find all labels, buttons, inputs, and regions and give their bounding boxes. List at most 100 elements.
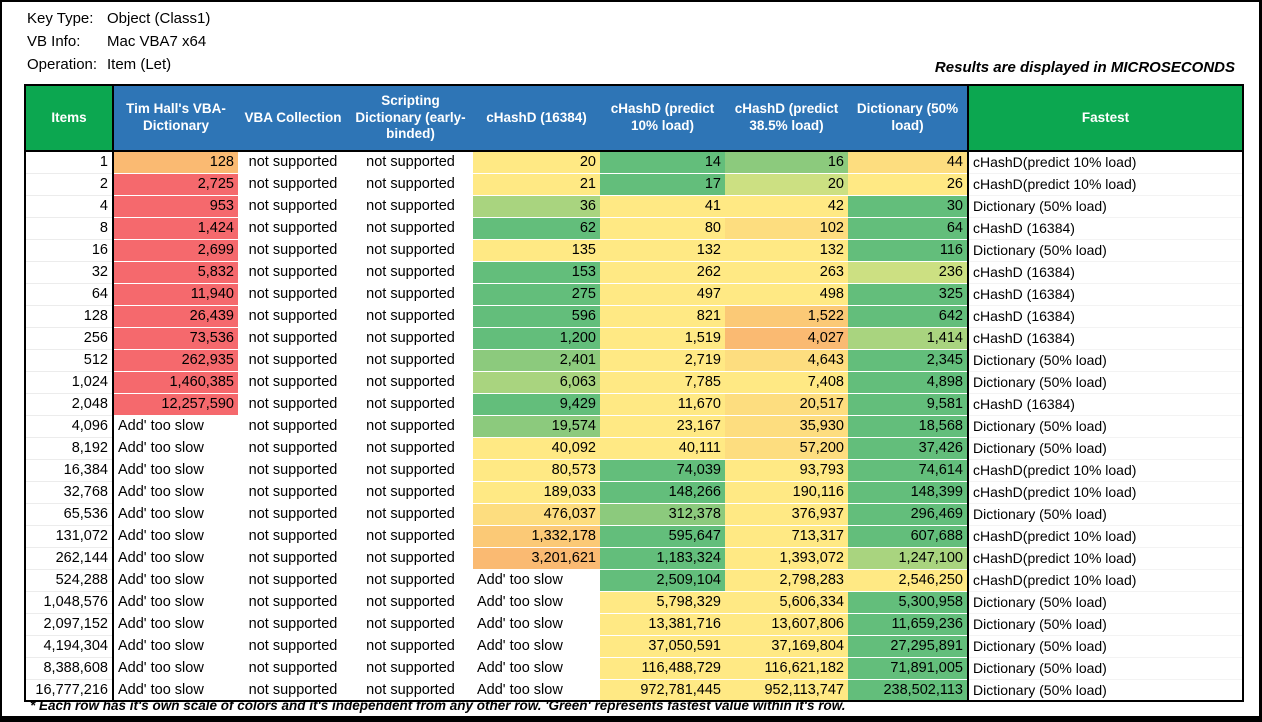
cell-h16: 1,332,178 xyxy=(473,524,600,547)
table-row: 8 1,424 not supported not supported 62 80 102 6… xyxy=(25,216,1243,239)
cell-h38: 952,113,747 xyxy=(725,678,848,701)
units-note: Results are displayed in MICROSECONDS xyxy=(934,59,1235,76)
cell-vba: not supported xyxy=(238,568,348,591)
cell-h10: 80 xyxy=(600,216,725,239)
cell-d50: 74,614 xyxy=(848,458,968,481)
cell-items: 2,048 xyxy=(25,392,114,415)
cell-h10: 5,798,329 xyxy=(600,590,725,613)
table-row: 16,384 Add' too slow not supported not supp… xyxy=(25,458,1243,481)
cell-th: Add' too slow xyxy=(113,546,238,569)
cell-h10: 74,039 xyxy=(600,458,725,481)
cell-d50: 148,399 xyxy=(848,480,968,503)
cell-h16: 21 xyxy=(473,172,600,195)
cell-fastest: cHashD(predict 10% load) xyxy=(967,546,1243,569)
cell-h38: 37,169,804 xyxy=(725,634,848,657)
cell-th: Add' too slow xyxy=(113,634,238,657)
cell-items: 512 xyxy=(25,348,114,371)
cell-th: 128 xyxy=(113,150,238,173)
cell-scr: not supported xyxy=(348,304,473,327)
table-row: 32 5,832 not supported not supported 153 262 2… xyxy=(25,260,1243,283)
cell-scr: not supported xyxy=(348,612,473,635)
table-row: 1,024 1,460,385 not supported not supported… xyxy=(25,370,1243,393)
cell-scr: not supported xyxy=(348,546,473,569)
cell-th: 1,460,385 xyxy=(113,370,238,393)
table-row: 4 953 not supported not supported 36 41 42 30 Di… xyxy=(25,194,1243,217)
cell-h10: 11,670 xyxy=(600,392,725,415)
table-row: 4,096 Add' too slow not supported not suppo… xyxy=(25,414,1243,437)
cell-fastest: Dictionary (50% load) xyxy=(967,436,1243,459)
cell-d50: 238,502,113 xyxy=(848,678,968,701)
column-header-h16: cHashD (16384) xyxy=(473,85,600,152)
cell-h16: Add' too slow xyxy=(473,634,600,657)
cell-th: Add' too slow xyxy=(113,524,238,547)
cell-h16: 36 xyxy=(473,194,600,217)
cell-items: 64 xyxy=(25,282,114,305)
cell-scr: not supported xyxy=(348,436,473,459)
cell-vba: not supported xyxy=(238,524,348,547)
cell-h16: 9,429 xyxy=(473,392,600,415)
cell-h16: 3,201,621 xyxy=(473,546,600,569)
cell-scr: not supported xyxy=(348,282,473,305)
cell-h38: 20,517 xyxy=(725,392,848,415)
cell-vba: not supported xyxy=(238,678,348,701)
cell-scr: not supported xyxy=(348,590,473,613)
cell-h38: 102 xyxy=(725,216,848,239)
cell-h16: 20 xyxy=(473,150,600,173)
cell-th: 73,536 xyxy=(113,326,238,349)
cell-scr: not supported xyxy=(348,238,473,261)
cell-h38: 13,607,806 xyxy=(725,612,848,635)
table-row: 2 2,725 not supported not supported 21 17 20 26… xyxy=(25,172,1243,195)
cell-fastest: cHashD (16384) xyxy=(967,282,1243,305)
cell-h16: Add' too slow xyxy=(473,568,600,591)
column-header-scr: Scripting Dictionary (early-binded) xyxy=(348,85,473,152)
cell-fastest: cHashD (16384) xyxy=(967,216,1243,239)
cell-vba: not supported xyxy=(238,150,348,173)
cell-vba: not supported xyxy=(238,370,348,393)
cell-h38: 42 xyxy=(725,194,848,217)
cell-h10: 13,381,716 xyxy=(600,612,725,635)
cell-h16: 40,092 xyxy=(473,436,600,459)
cell-scr: not supported xyxy=(348,524,473,547)
cell-fastest: cHashD(predict 10% load) xyxy=(967,568,1243,591)
key-type-value: Object (Class1) xyxy=(107,10,211,27)
cell-scr: not supported xyxy=(348,458,473,481)
table-row: 4,194,304 Add' too slow not supported not s… xyxy=(25,634,1243,657)
cell-h16: 6,063 xyxy=(473,370,600,393)
cell-vba: not supported xyxy=(238,238,348,261)
cell-items: 8 xyxy=(25,216,114,239)
table-row: 65,536 Add' too slow not supported not supp… xyxy=(25,502,1243,525)
cell-vba: not supported xyxy=(238,326,348,349)
cell-scr: not supported xyxy=(348,502,473,525)
cell-d50: 37,426 xyxy=(848,436,968,459)
cell-th: Add' too slow xyxy=(113,612,238,635)
cell-d50: 2,345 xyxy=(848,348,968,371)
cell-th: Add' too slow xyxy=(113,568,238,591)
column-header-th: Tim Hall's VBA-Dictionary xyxy=(113,85,238,152)
cell-scr: not supported xyxy=(348,568,473,591)
cell-d50: 27,295,891 xyxy=(848,634,968,657)
cell-scr: not supported xyxy=(348,392,473,415)
cell-h10: 17 xyxy=(600,172,725,195)
cell-items: 256 xyxy=(25,326,114,349)
cell-scr: not supported xyxy=(348,656,473,679)
cell-d50: 4,898 xyxy=(848,370,968,393)
cell-h10: 148,266 xyxy=(600,480,725,503)
cell-fastest: Dictionary (50% load) xyxy=(967,348,1243,371)
cell-th: 1,424 xyxy=(113,216,238,239)
cell-items: 32 xyxy=(25,260,114,283)
cell-fastest: Dictionary (50% load) xyxy=(967,590,1243,613)
cell-fastest: cHashD(predict 10% load) xyxy=(967,524,1243,547)
cell-th: 2,699 xyxy=(113,238,238,261)
cell-d50: 607,688 xyxy=(848,524,968,547)
report-info-block: Key Type: Object (Class1) VB Info: Mac V… xyxy=(27,8,210,76)
cell-items: 128 xyxy=(25,304,114,327)
cell-th: 953 xyxy=(113,194,238,217)
cell-vba: not supported xyxy=(238,172,348,195)
cell-fastest: Dictionary (50% load) xyxy=(967,612,1243,635)
cell-vba: not supported xyxy=(238,546,348,569)
table-row: 8,192 Add' too slow not supported not suppo… xyxy=(25,436,1243,459)
column-header-d50: Dictionary (50% load) xyxy=(848,85,968,152)
cell-fastest: Dictionary (50% load) xyxy=(967,634,1243,657)
cell-h16: 153 xyxy=(473,260,600,283)
